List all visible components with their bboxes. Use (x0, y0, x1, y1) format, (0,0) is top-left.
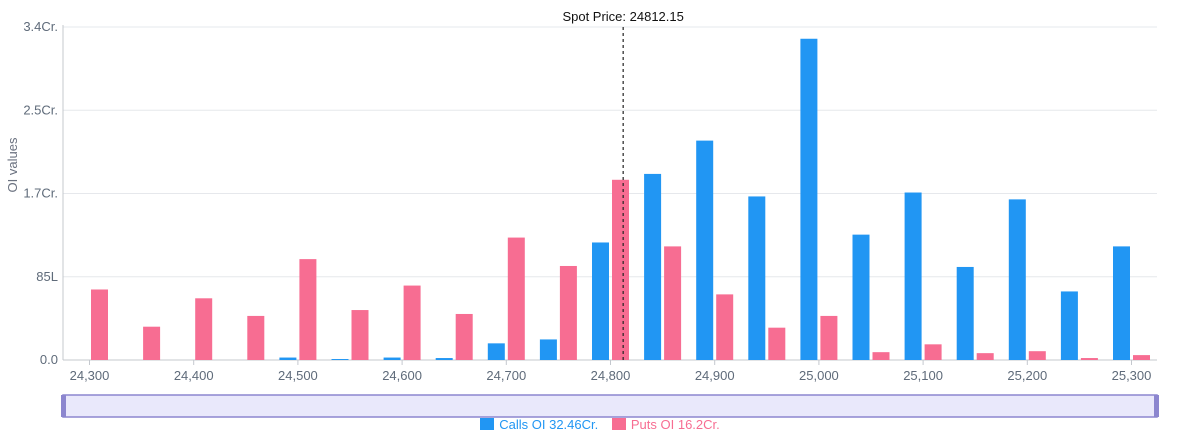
puts-oi-bar-24500[interactable] (299, 259, 317, 360)
calls-oi-bar-24550[interactable] (331, 359, 349, 360)
puts-oi-bar-24450[interactable] (247, 315, 265, 360)
calls-oi-bar-25200[interactable] (1008, 199, 1026, 360)
calls-oi-bar-25250[interactable] (1060, 291, 1078, 360)
y-tick-label: 0.0 (40, 352, 58, 367)
range-slider-left-handle[interactable] (61, 395, 66, 417)
puts-oi-bar-24750[interactable] (559, 265, 577, 360)
puts-oi-bar-25200[interactable] (1028, 351, 1046, 360)
calls-oi-bar-25300[interactable] (1113, 246, 1130, 360)
calls-oi-bar-25000[interactable] (800, 38, 818, 361)
range-slider-right-handle[interactable] (1154, 395, 1159, 417)
calls-oi-bar-24800[interactable] (592, 242, 609, 360)
axis-labels: 0.0 85L 1.7Cr. 2.5Cr. 3.4Cr. 24,300 24,400 24,5… (23, 19, 1151, 383)
calls-oi-bar-24950[interactable] (748, 196, 766, 360)
y-axis-title: OI values (5, 137, 20, 192)
x-tick-label: 25,200 (1007, 368, 1047, 383)
legend-swatch-calls (480, 418, 495, 430)
bars (91, 38, 1150, 361)
x-tick-label: 25,100 (903, 368, 943, 383)
y-tick-label: 2.5Cr. (23, 102, 58, 117)
calls-oi-bar-24600[interactable] (383, 357, 401, 360)
spot-price-label: Spot Price: 24812.15 (562, 9, 683, 24)
calls-oi-bar-24750[interactable] (539, 339, 557, 360)
x-tick-label: 24,700 (486, 368, 526, 383)
puts-oi-bar-24800[interactable] (612, 179, 629, 360)
puts-oi-bar-24950[interactable] (768, 327, 786, 360)
puts-oi-bar-24350[interactable] (143, 326, 161, 360)
range-slider-track[interactable] (62, 394, 1158, 418)
x-tick-label: 25,300 (1112, 368, 1152, 383)
legend-item-puts[interactable]: Puts OI 16.2Cr. (611, 417, 720, 432)
calls-oi-bar-25100[interactable] (904, 192, 922, 360)
x-tick-label: 24,600 (382, 368, 422, 383)
calls-oi-bar-25050[interactable] (852, 234, 870, 360)
puts-oi-bar-25300[interactable] (1133, 355, 1150, 360)
puts-oi-bar-24600[interactable] (403, 285, 421, 360)
range-slider[interactable] (61, 394, 1159, 418)
legend-label-calls: Calls OI 32.46Cr. (499, 417, 599, 432)
gridlines (63, 26, 1157, 278)
legend-label-puts: Puts OI 16.2Cr. (630, 417, 720, 432)
y-tick-label: 85L (36, 269, 58, 284)
legend-item-calls[interactable]: Calls OI 32.46Cr. (480, 417, 598, 432)
puts-oi-bar-24300[interactable] (91, 289, 108, 360)
legend-swatch-puts (611, 418, 626, 430)
y-tick-label: 1.7Cr. (23, 186, 58, 201)
puts-oi-bar-25150[interactable] (976, 353, 994, 360)
calls-oi-bar-24900[interactable] (696, 140, 714, 360)
puts-oi-bar-24900[interactable] (716, 294, 734, 360)
puts-oi-bar-24550[interactable] (351, 310, 369, 360)
x-tick-label: 24,500 (278, 368, 318, 383)
axes (62, 25, 1157, 365)
calls-oi-bar-24650[interactable] (435, 358, 453, 360)
puts-oi-bar-25100[interactable] (924, 344, 942, 360)
puts-oi-bar-24700[interactable] (507, 237, 525, 360)
puts-oi-bar-24400[interactable] (195, 298, 213, 360)
calls-oi-bar-24500[interactable] (279, 357, 297, 360)
calls-oi-bar-24700[interactable] (487, 343, 505, 360)
puts-oi-bar-24650[interactable] (455, 313, 473, 360)
legend: Calls OI 32.46Cr. Puts OI 16.2Cr. (0, 417, 1200, 432)
puts-oi-bar-24850[interactable] (664, 246, 682, 360)
x-tick-label: 25,000 (799, 368, 839, 383)
x-tick-label: 24,300 (70, 368, 110, 383)
x-tick-label: 24,800 (591, 368, 631, 383)
puts-oi-bar-25000[interactable] (820, 315, 838, 360)
spot-price-marker: Spot Price: 24812.15 (562, 9, 684, 360)
calls-oi-bar-24850[interactable] (644, 173, 662, 360)
puts-oi-bar-25050[interactable] (872, 352, 890, 360)
calls-oi-bar-25150[interactable] (956, 266, 974, 360)
y-tick-label: 3.4Cr. (23, 19, 58, 34)
puts-oi-bar-25250[interactable] (1080, 358, 1098, 360)
x-tick-label: 24,400 (174, 368, 214, 383)
x-tick-label: 24,900 (695, 368, 735, 383)
